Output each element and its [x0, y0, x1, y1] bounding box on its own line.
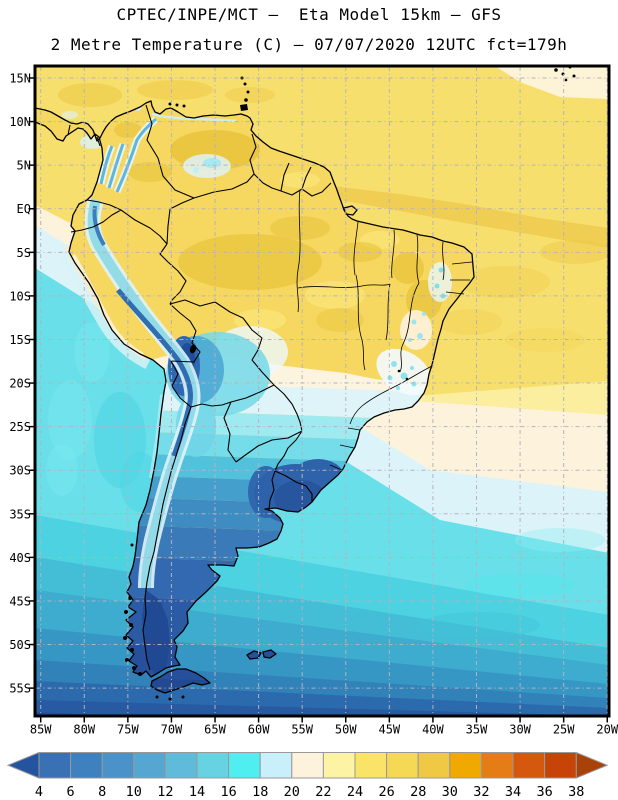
colorbar-cell-4: [38, 752, 72, 779]
lat-label-50S: 50S: [9, 638, 31, 652]
colorbar-cell-8: [101, 752, 135, 779]
colorbar-label-38: 38: [568, 784, 584, 800]
colorbar-right-arrow: [575, 751, 609, 779]
lat-label-55S: 55S: [9, 682, 31, 696]
colorbar-label-30: 30: [442, 784, 458, 800]
colorbar-label-22: 22: [315, 784, 331, 800]
colorbar-cell-26: [386, 752, 419, 779]
colorbar-label-32: 32: [473, 784, 489, 800]
colorbar-cell-16: [228, 752, 261, 779]
colorbar-cell-14: [196, 752, 230, 779]
colorbar-label-36: 36: [536, 784, 552, 800]
lat-label-15S: 15S: [9, 333, 31, 347]
lat-label-10S: 10S: [9, 289, 31, 303]
lat-label-EQ: EQ: [17, 202, 31, 216]
lat-label-20S: 20S: [9, 377, 31, 391]
axis-ticks: [28, 77, 608, 723]
lat-label-40S: 40S: [9, 551, 31, 565]
lon-label-80W: 80W: [73, 723, 95, 737]
colorbar-cell-36: [544, 752, 577, 779]
lon-label-35W: 35W: [466, 723, 488, 737]
chart-title-line1: CPTEC/INPE/MCT – Eta Model 15km – GFS: [116, 5, 501, 24]
map-frame: [33, 64, 611, 718]
lat-label-30S: 30S: [9, 464, 31, 478]
colorbar-label-24: 24: [347, 784, 363, 800]
lon-label-85W: 85W: [30, 723, 52, 737]
lat-label-15N: 15N: [9, 72, 31, 86]
map-interior: [35, 66, 609, 716]
lat-label-35S: 35S: [9, 507, 31, 521]
colorbar-label-18: 18: [252, 784, 268, 800]
lon-label-25W: 25W: [553, 723, 575, 737]
country-borders: [67, 104, 332, 671]
colorbar-label-10: 10: [126, 784, 142, 800]
lon-label-40W: 40W: [422, 723, 444, 737]
lon-label-50W: 50W: [335, 723, 357, 737]
lon-label-30W: 30W: [509, 723, 531, 737]
colorbar-label-28: 28: [410, 784, 426, 800]
colorbar-cell-12: [164, 752, 198, 779]
colorbar-cell-28: [417, 752, 451, 779]
state-borders: [296, 189, 473, 471]
colorbar-cell-32: [480, 752, 514, 779]
colorbar-label-6: 6: [67, 784, 75, 800]
colorbar-left-arrow: [6, 751, 40, 779]
colorbar-label-12: 12: [157, 784, 173, 800]
temperature-colorbar: 4 6 8 10 12 14 16 18 20 22 24 26 28 30 32 34 36 38: [6, 751, 609, 800]
chart-title-line2: 2 Metre Temperature (C) – 07/07/2020 12U…: [51, 35, 568, 54]
colorbar-label-14: 14: [189, 784, 205, 800]
lon-label-65W: 65W: [204, 723, 226, 737]
lon-label-70W: 70W: [161, 723, 183, 737]
colorbar-cell-30: [449, 752, 482, 779]
lon-label-60W: 60W: [248, 723, 270, 737]
lat-label-5S: 5S: [17, 246, 31, 260]
lat-label-10N: 10N: [9, 115, 31, 129]
colorbar-label-4: 4: [35, 784, 43, 800]
colorbar-cell-18: [259, 752, 293, 779]
lon-label-45W: 45W: [378, 723, 400, 737]
colorbar-label-20: 20: [284, 784, 300, 800]
lat-label-45S: 45S: [9, 594, 31, 608]
colorbar-label-8: 8: [98, 784, 106, 800]
lon-label-75W: 75W: [117, 723, 139, 737]
colorbar-cell-10: [133, 752, 166, 779]
colorbar-cell-22: [322, 752, 356, 779]
lat-axis-labels: 15N 10N 5N EQ 5S 10S 15S 20S 25S 30S 35S 40S 45S 50S 5…: [9, 72, 31, 696]
lon-label-55W: 55W: [291, 723, 313, 737]
colorbar-cell-34: [512, 752, 546, 779]
lon-axis-labels: 85W 80W 75W 70W 65W 60W 55W 50W 45W 40W 35W 30W 25W 2…: [30, 723, 618, 737]
colorbar-label-16: 16: [220, 784, 236, 800]
colorbar-label-34: 34: [505, 784, 521, 800]
lat-label-25S: 25S: [9, 420, 31, 434]
lat-label-5N: 5N: [17, 159, 31, 173]
colorbar-cell-20: [291, 752, 324, 779]
lon-label-20W: 20W: [596, 723, 618, 737]
latitude-longitude-grid: [36, 67, 608, 715]
colorbar-cell-24: [354, 752, 388, 779]
colorbar-label-26: 26: [378, 784, 394, 800]
colorbar-cell-6: [70, 752, 103, 779]
